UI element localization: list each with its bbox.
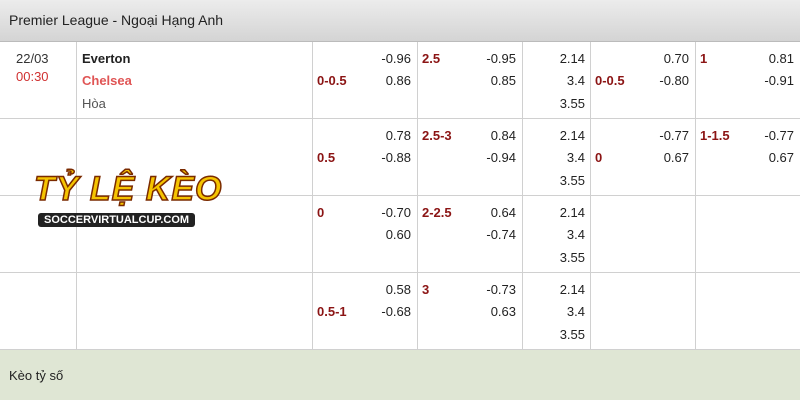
column-divider	[312, 273, 313, 350]
column-divider	[522, 196, 523, 273]
line-label: 0-0.5	[317, 73, 347, 88]
odds-value: 0.85	[490, 73, 516, 88]
column-divider	[695, 119, 696, 196]
odds-value: 3.4	[566, 227, 585, 242]
line-label: 2.5	[422, 51, 441, 66]
odds-value: -0.94	[486, 150, 516, 165]
column-divider	[590, 42, 591, 119]
column-divider	[312, 119, 313, 196]
line-label: 0	[595, 150, 603, 165]
league-title: Premier League - Ngoại Hạng Anh	[9, 12, 224, 28]
column-divider	[417, 42, 418, 119]
line-label: 2-2.5	[422, 205, 452, 220]
home-team: Everton	[82, 51, 131, 66]
line-label: 0.5-1	[317, 304, 347, 319]
odds-value: 3.4	[566, 73, 585, 88]
odds-value: 3.55	[559, 96, 585, 111]
odds-value: 0.78	[385, 128, 411, 143]
footer-bar[interactable]: Kèo tỷ số	[0, 350, 800, 400]
column-divider	[417, 119, 418, 196]
odds-value: 2.14	[559, 128, 585, 143]
column-divider	[590, 273, 591, 350]
odds-value: -0.73	[486, 282, 516, 297]
column-divider	[522, 119, 523, 196]
column-divider	[590, 196, 591, 273]
match-time: 00:30	[16, 69, 49, 84]
footer-title: Kèo tỷ số	[9, 368, 64, 383]
odds-value: -0.74	[486, 227, 516, 242]
column-divider	[590, 119, 591, 196]
column-divider	[76, 273, 77, 350]
league-header: Premier League - Ngoại Hạng Anh	[0, 0, 800, 42]
odds-value: -0.96	[381, 51, 411, 66]
column-divider	[312, 196, 313, 273]
odds-value: 0.60	[385, 227, 411, 242]
away-team: Chelsea	[82, 73, 132, 88]
match-row: 0.58 0.5-1 -0.68 3 -0.73 0.63 2.14 3.4 3.55	[0, 273, 800, 350]
odds-value: -0.68	[381, 304, 411, 319]
line-label: 1-1.5	[700, 128, 730, 143]
column-divider	[522, 273, 523, 350]
odds-value: 0.86	[385, 73, 411, 88]
odds-value: 0.64	[490, 205, 516, 220]
watermark-site: SOCCERVIRTUALCUP.COM	[38, 213, 196, 227]
match-row: 0.78 0.5 -0.88 2.5-3 0.84 -0.94 2.14 3.4 3.55 -0.…	[0, 119, 800, 196]
odds-value: -0.77	[659, 128, 689, 143]
column-divider	[695, 273, 696, 350]
column-divider	[522, 42, 523, 119]
odds-value: -0.91	[764, 73, 794, 88]
odds-value: 3.55	[559, 173, 585, 188]
odds-value: 0.70	[663, 51, 689, 66]
line-label: 3	[422, 282, 430, 297]
column-divider	[76, 119, 77, 196]
line-label: 0	[317, 205, 325, 220]
odds-value: 3.55	[559, 250, 585, 265]
odds-value: 2.14	[559, 205, 585, 220]
odds-value: -0.77	[764, 128, 794, 143]
column-divider	[417, 273, 418, 350]
odds-value: -0.80	[659, 73, 689, 88]
odds-value: -0.95	[486, 51, 516, 66]
odds-value: 0.58	[385, 282, 411, 297]
column-divider	[312, 42, 313, 119]
odds-value: 0.81	[768, 51, 794, 66]
line-label: 0.5	[317, 150, 336, 165]
match-date: 22/03	[16, 51, 49, 66]
line-label: 2.5-3	[422, 128, 452, 143]
odds-value: 2.14	[559, 51, 585, 66]
match-row: 0 -0.70 0.60 2-2.5 0.64 -0.74 2.14 3.4 3.55	[0, 196, 800, 273]
odds-value: 3.4	[566, 150, 585, 165]
odds-value: -0.88	[381, 150, 411, 165]
odds-value: -0.70	[381, 205, 411, 220]
odds-value: 0.67	[768, 150, 794, 165]
column-divider	[417, 196, 418, 273]
column-divider	[76, 196, 77, 273]
odds-value: 3.4	[566, 304, 585, 319]
odds-value: 0.63	[490, 304, 516, 319]
odds-value: 2.14	[559, 282, 585, 297]
watermark-title: TỶ LỆ KÈO	[33, 169, 223, 209]
column-divider	[695, 42, 696, 119]
draw-label: Hòa	[82, 96, 106, 111]
odds-value: 0.84	[490, 128, 516, 143]
column-divider	[695, 196, 696, 273]
odds-value: 0.67	[663, 150, 689, 165]
line-label: 1	[700, 51, 708, 66]
column-divider	[76, 42, 77, 119]
line-label: 0-0.5	[595, 73, 625, 88]
odds-value: 3.55	[559, 327, 585, 342]
match-row: 22/03 00:30 Everton Chelsea Hòa -0.96 0-0.5 0.8…	[0, 42, 800, 119]
